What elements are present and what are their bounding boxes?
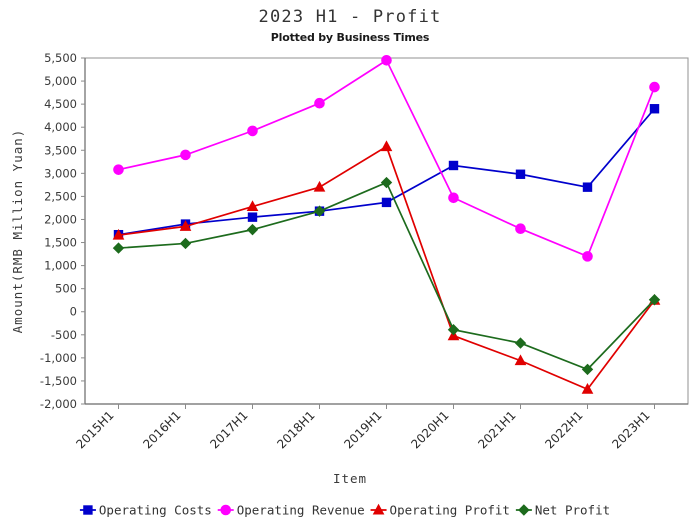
y-tick-label: -1,000 (40, 351, 77, 365)
x-tick-label: 2018H1 (274, 408, 317, 451)
data-point[interactable] (514, 337, 527, 349)
data-point[interactable] (447, 324, 460, 336)
x-axis-title: Item (333, 471, 367, 486)
data-point[interactable] (313, 205, 326, 217)
y-tick-label: 1,500 (44, 236, 77, 250)
data-point[interactable] (113, 164, 124, 175)
series-net-profit (112, 176, 661, 376)
y-tick-label: 500 (55, 282, 77, 296)
chart-legend: Operating Costs Operating Revenue Operatin… (79, 503, 610, 518)
x-tick-label: 2017H1 (207, 408, 250, 451)
data-point[interactable] (582, 182, 593, 192)
data-point[interactable] (581, 363, 594, 376)
data-series (112, 55, 661, 394)
x-tick-label: 2021H1 (475, 408, 518, 451)
series-operating-revenue (113, 55, 660, 262)
y-axis-title: Amount(RMB Million Yuan) (10, 129, 25, 334)
chart-labels: 2023 H1 - Profit Plotted by Business Time… (10, 7, 442, 486)
y-tick-label: 0 (70, 305, 77, 319)
legend-marker (220, 504, 232, 516)
x-tick-label: 2019H1 (341, 408, 384, 451)
data-point[interactable] (448, 192, 459, 204)
y-tick-label: 5,000 (44, 74, 77, 88)
y-tick-label: -1,500 (40, 374, 77, 388)
x-axis-ticks: 2015H1 2016H1 2017H1 2018H1 2019H1 2020H1 2021… (73, 404, 655, 451)
y-tick-label: -500 (51, 328, 77, 342)
data-point[interactable] (246, 223, 259, 236)
legend-marker (372, 503, 385, 515)
y-tick-label: 5,500 (44, 51, 77, 65)
legend-item-operating-costs[interactable]: Operating Costs (79, 503, 212, 518)
legend-label: Net Profit (535, 503, 610, 518)
data-point[interactable] (581, 382, 594, 394)
y-tick-label: 3,500 (44, 143, 77, 157)
data-point[interactable] (649, 81, 660, 93)
legend-item-net-profit[interactable]: Net Profit (515, 503, 610, 518)
y-tick-label: 4,500 (44, 97, 77, 111)
chart-title: 2023 H1 - Profit (259, 7, 442, 27)
data-point[interactable] (649, 104, 660, 114)
legend-label: Operating Costs (99, 503, 212, 518)
x-tick-label: 2023H1 (609, 408, 652, 451)
legend-marker (518, 504, 530, 516)
y-tick-label: -2,000 (40, 397, 77, 411)
data-point[interactable] (246, 200, 259, 212)
x-tick-label: 2020H1 (408, 408, 451, 451)
data-point[interactable] (247, 212, 258, 222)
y-tick-label: 2,000 (44, 212, 77, 226)
legend-label: Operating Revenue (237, 503, 365, 518)
y-tick-label: 4,000 (44, 120, 77, 134)
data-point[interactable] (381, 55, 392, 66)
data-point[interactable] (247, 125, 258, 137)
legend-item-operating-revenue[interactable]: Operating Revenue (217, 503, 365, 518)
y-axis-ticks: -2,000 -1,500 -1,000 -500 0 500 1,000 1,500 2,00… (40, 51, 85, 411)
data-point[interactable] (448, 160, 459, 171)
chart-subtitle: Plotted by Business Times (271, 31, 430, 44)
x-tick-label: 2016H1 (140, 408, 183, 451)
y-tick-label: 1,000 (44, 259, 77, 273)
y-tick-label: 3,000 (44, 166, 77, 180)
data-point[interactable] (582, 251, 593, 262)
data-point[interactable] (112, 228, 125, 240)
data-point[interactable] (515, 223, 526, 234)
data-point[interactable] (380, 176, 393, 189)
data-point[interactable] (514, 354, 527, 366)
data-point[interactable] (380, 140, 393, 152)
x-tick-label: 2022H1 (542, 408, 585, 451)
legend-item-operating-profit[interactable]: Operating Profit (370, 503, 510, 518)
data-point[interactable] (179, 237, 192, 250)
data-point[interactable] (515, 169, 526, 179)
data-point[interactable] (180, 149, 191, 161)
data-point[interactable] (648, 294, 661, 306)
data-point[interactable] (112, 242, 125, 254)
data-point[interactable] (381, 197, 392, 208)
legend-marker (83, 505, 93, 515)
data-point[interactable] (314, 97, 325, 109)
plot-frame (84, 57, 689, 405)
y-tick-label: 2,500 (44, 189, 77, 203)
data-point[interactable] (179, 220, 192, 231)
legend-label: Operating Profit (390, 503, 510, 518)
x-tick-label: 2015H1 (73, 408, 116, 451)
data-point[interactable] (313, 180, 326, 192)
